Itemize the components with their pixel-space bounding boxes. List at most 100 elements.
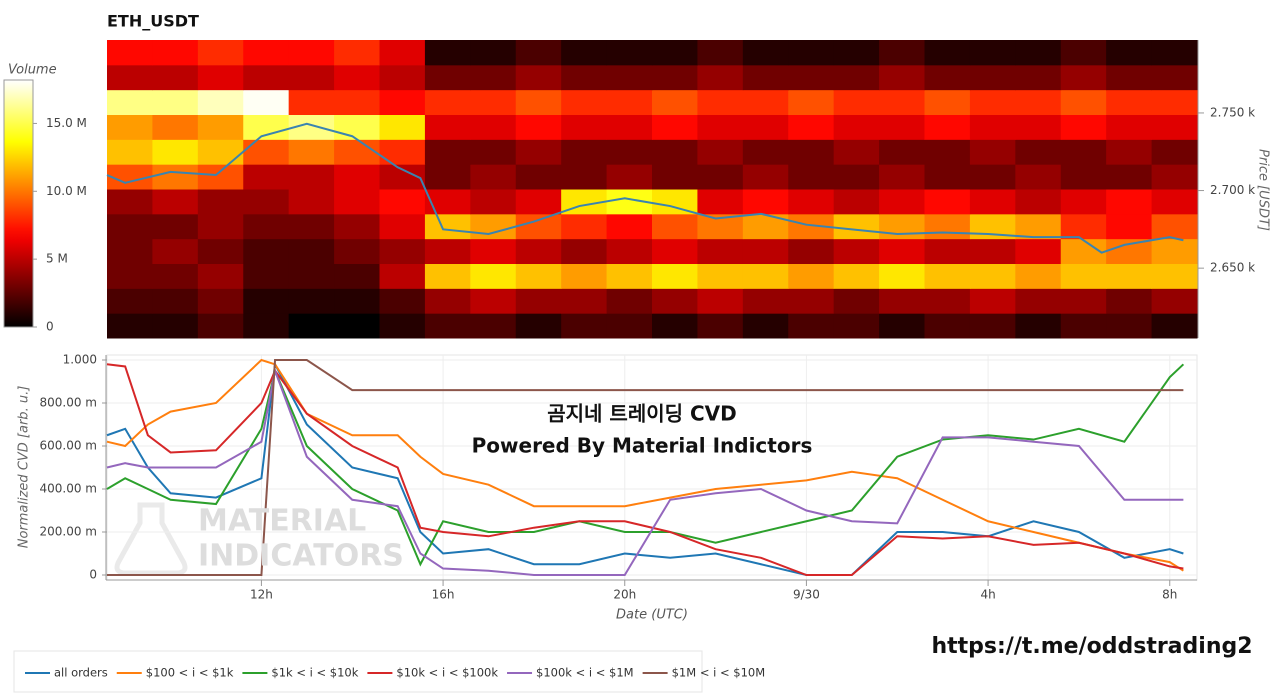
heatmap-cell	[424, 139, 471, 165]
heatmap-cell	[742, 189, 789, 215]
heatmap-cell	[334, 114, 380, 140]
heatmap-cell	[833, 263, 880, 289]
heatmap-cell	[515, 313, 562, 339]
heatmap-cell	[1015, 139, 1062, 165]
y-tick-label: 200.00 m	[40, 525, 98, 539]
heatmap-cell	[334, 189, 380, 215]
heatmap-cell	[1151, 263, 1198, 289]
heatmap-cell	[652, 263, 698, 289]
heatmap-cell	[1060, 164, 1107, 190]
heatmap-cell	[924, 139, 971, 165]
colorbar-tick-label: 5 M	[46, 252, 68, 266]
heatmap-cell	[288, 164, 335, 190]
heatmap-cell	[515, 89, 562, 115]
heatmap-cell	[243, 64, 290, 91]
heatmap-cell	[515, 263, 562, 289]
heatmap-cell	[561, 213, 608, 240]
heatmap-cell	[470, 313, 517, 339]
heatmap-cell	[379, 89, 426, 115]
heatmap-cell	[1151, 40, 1198, 66]
x-tick-label: 8h	[1162, 588, 1177, 602]
heatmap-cell	[1106, 213, 1153, 240]
heatmap-cell	[1015, 238, 1062, 264]
heatmap-cell	[652, 313, 698, 339]
heatmap-cell	[424, 263, 471, 289]
heatmap-cell	[742, 238, 789, 264]
series-line	[106, 363, 1184, 576]
heatmap-cell	[652, 64, 698, 91]
heatmap-cell	[1060, 64, 1107, 91]
heatmap-cell	[788, 40, 835, 66]
heatmap-cell	[470, 213, 517, 240]
heatmap-cell	[107, 263, 153, 289]
heatmap-cell	[379, 288, 426, 314]
heatmap-cell	[379, 238, 426, 264]
heatmap-cell	[561, 263, 608, 289]
heatmap-cell	[788, 64, 835, 91]
heatmap-cell	[1106, 288, 1153, 314]
heatmap-cell	[1015, 189, 1062, 215]
heatmap-cell	[742, 40, 789, 66]
legend-label: $1M < i < $10M	[672, 666, 766, 680]
heatmap-cell	[515, 64, 562, 91]
heatmap-cell	[1015, 313, 1062, 339]
heatmap-cell	[697, 263, 744, 289]
heatmap-cell	[788, 89, 835, 115]
heatmap-cell	[742, 89, 789, 115]
heatmap-cell	[470, 263, 517, 289]
heatmap-cell	[969, 288, 1016, 314]
heatmap-cell	[1015, 114, 1062, 140]
heatmap-cell	[742, 164, 789, 190]
heatmap-cell	[879, 89, 925, 115]
heatmap-cell	[424, 114, 471, 140]
heatmap-cell	[424, 213, 471, 240]
y-tick-label: 600.00 m	[40, 439, 98, 453]
heatmap-cell	[197, 40, 244, 66]
heatmap-cell	[334, 139, 380, 165]
heatmap-cell	[152, 238, 199, 264]
heatmap-cell	[197, 114, 244, 140]
annotation: INDICATORS	[198, 539, 404, 574]
series-line	[106, 360, 1184, 576]
heatmap-cell	[924, 40, 971, 66]
heatmap-cell	[1015, 40, 1062, 66]
heatmap-cell	[107, 40, 153, 66]
heatmap-cell	[879, 288, 925, 314]
heatmap-cell	[652, 139, 698, 165]
heatmap-cell	[969, 89, 1016, 115]
heatmap-cell	[879, 189, 925, 215]
heatmap-cell	[107, 139, 153, 165]
heatmap-cell	[833, 89, 880, 115]
heatmap-cell	[243, 139, 290, 165]
heatmap-cell	[334, 89, 380, 115]
heatmap-cell	[197, 89, 244, 115]
heatmap-cell	[879, 139, 925, 165]
heatmap-cell	[879, 313, 925, 339]
heatmap-cell	[833, 288, 880, 314]
heatmap-cell	[152, 313, 199, 339]
heatmap-cell	[152, 139, 199, 165]
heatmap-cell	[379, 313, 426, 339]
heatmap-cell	[1151, 114, 1198, 140]
heatmap-cell	[424, 288, 471, 314]
heatmap-cell	[652, 40, 698, 66]
heatmap-cell	[197, 213, 244, 240]
heatmap-cell	[742, 114, 789, 140]
heatmap-cell	[969, 263, 1016, 289]
heatmap-cell	[107, 313, 153, 339]
heatmap-cell	[561, 288, 608, 314]
heatmap-cell	[788, 263, 835, 289]
heatmap-cell	[334, 263, 380, 289]
heatmap-cell	[697, 139, 744, 165]
heatmap-cell	[1106, 313, 1153, 339]
heatmap-cell	[742, 213, 789, 240]
heatmap-cell	[561, 139, 608, 165]
heatmap-cell	[470, 288, 517, 314]
x-tick-label: 12h	[250, 588, 273, 602]
y-axis-label: Normalized CVD [arb. u.]	[17, 386, 32, 549]
heatmap-cell	[1106, 114, 1153, 140]
heatmap-cell	[697, 238, 744, 264]
heatmap-cell	[833, 139, 880, 165]
heatmap-cell	[152, 189, 199, 215]
heatmap-cell	[1060, 139, 1107, 165]
